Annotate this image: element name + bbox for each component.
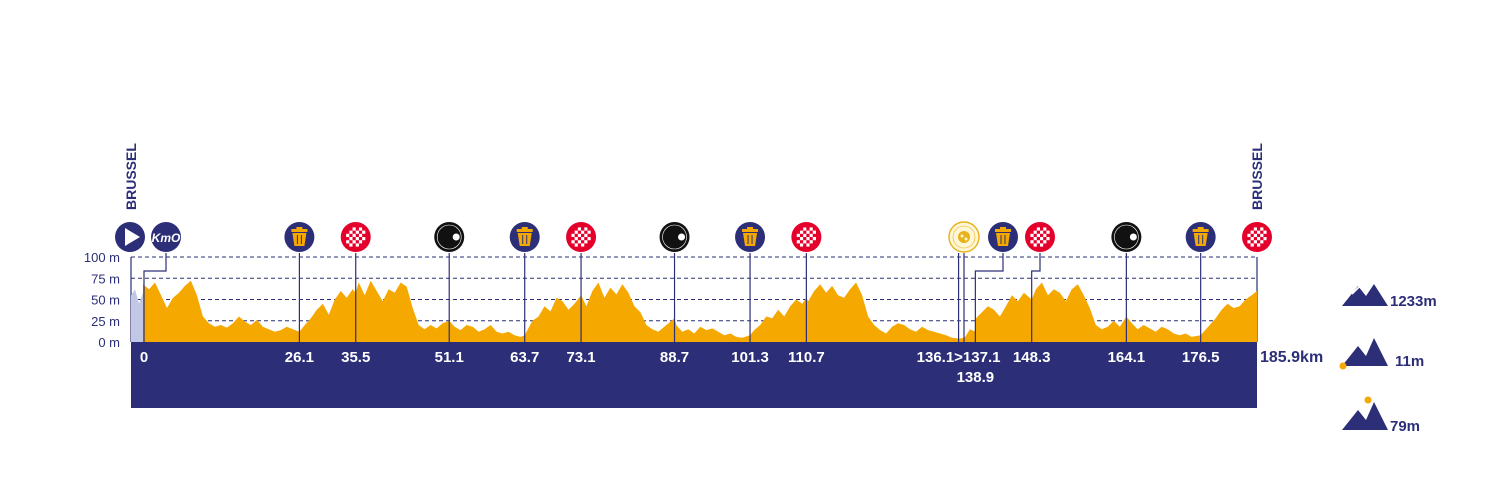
km-label: 138.9 [957,369,995,386]
km-label: 164.1 [1108,349,1146,366]
km-label: 176.5 [1182,349,1220,366]
checkered-icon [1025,222,1055,252]
trash-icon [988,222,1018,252]
y-tick-label: 50 m [91,293,120,308]
profile-legend: 1233m 11m 79m [1339,279,1437,435]
route-point: 110.7 [788,222,825,366]
legend-lowest-point-value: 11m [1395,353,1424,370]
route-point: KmO 0 [115,222,181,366]
start-arrow-icon [115,222,145,252]
route-point: 138.9 [957,222,1018,386]
kmo-icon-text: KmO [152,231,181,245]
route-point: 101.3 [731,222,769,366]
super-icon [434,222,465,252]
km-label: 110.7 [788,349,825,366]
super-icon [659,222,690,252]
super-icon [1111,222,1142,252]
route-point: 63.7 [509,222,540,366]
trash-icon [509,222,540,252]
km-label: 136.1>137.1 [917,349,1001,366]
km-label: 88.7 [660,349,689,366]
route-point: 73.1 [566,222,597,366]
km-label: 101.3 [731,349,769,366]
checkered-icon [566,222,597,252]
checkered-icon [1242,222,1272,252]
finish-city-label: BRUSSEL [1249,143,1265,210]
route-point: 176.5 [1182,222,1220,366]
route-point: 136.1>137.1 [917,221,1001,366]
y-tick-label: 75 m [91,271,120,286]
checkered-icon [340,222,371,252]
y-tick-label: 0 m [98,335,120,350]
y-axis-ticks: 0 m 25 m 50 m 75 m 100 m [84,250,120,350]
route-point: 185.9km [1242,222,1323,366]
y-tick-label: 100 m [84,250,120,265]
trash-icon [735,222,766,252]
route-point: 35.5 [340,222,371,366]
km-label: 73.1 [566,349,595,366]
legend-highest-point-value: 79m [1390,418,1420,435]
point-leader [143,253,167,272]
total-climb-icon [1342,279,1388,306]
legend-total-climb-value: 1233m [1390,293,1437,310]
km-label: 185.9km [1260,349,1323,366]
feed-zone-icon [948,221,980,253]
checkered-icon [791,222,822,252]
route-point: 26.1 [284,222,315,366]
elevation-profile-area [143,280,1257,342]
route-point: 51.1 [434,222,465,366]
start-city-label: BRUSSEL [123,143,139,210]
y-tick-label: 25 m [91,314,120,329]
km-label: 0 [140,349,148,366]
route-point: 88.7 [659,222,690,366]
km-label: 63.7 [510,349,539,366]
start-zone-fill [131,289,143,342]
route-point: 148.3 [1013,222,1055,366]
km-label: 51.1 [435,349,464,366]
distance-band [131,342,1257,408]
point-leader [974,253,1004,272]
point-leader [1031,253,1041,272]
highest-point-icon [1342,396,1388,430]
km-label: 26.1 [285,349,314,366]
km-label: 148.3 [1013,349,1051,366]
route-points: KmO 0 26.1 35.5 51.1 63.7 73.1 88.7 101.3 110.7 13… [115,221,1323,386]
kmo-icon: KmO [115,222,181,252]
route-point: 164.1 [1108,222,1146,366]
trash-icon [1185,222,1216,252]
trash-icon [284,222,315,252]
lowest-point-icon [1339,338,1388,370]
km-label: 35.5 [341,349,370,366]
